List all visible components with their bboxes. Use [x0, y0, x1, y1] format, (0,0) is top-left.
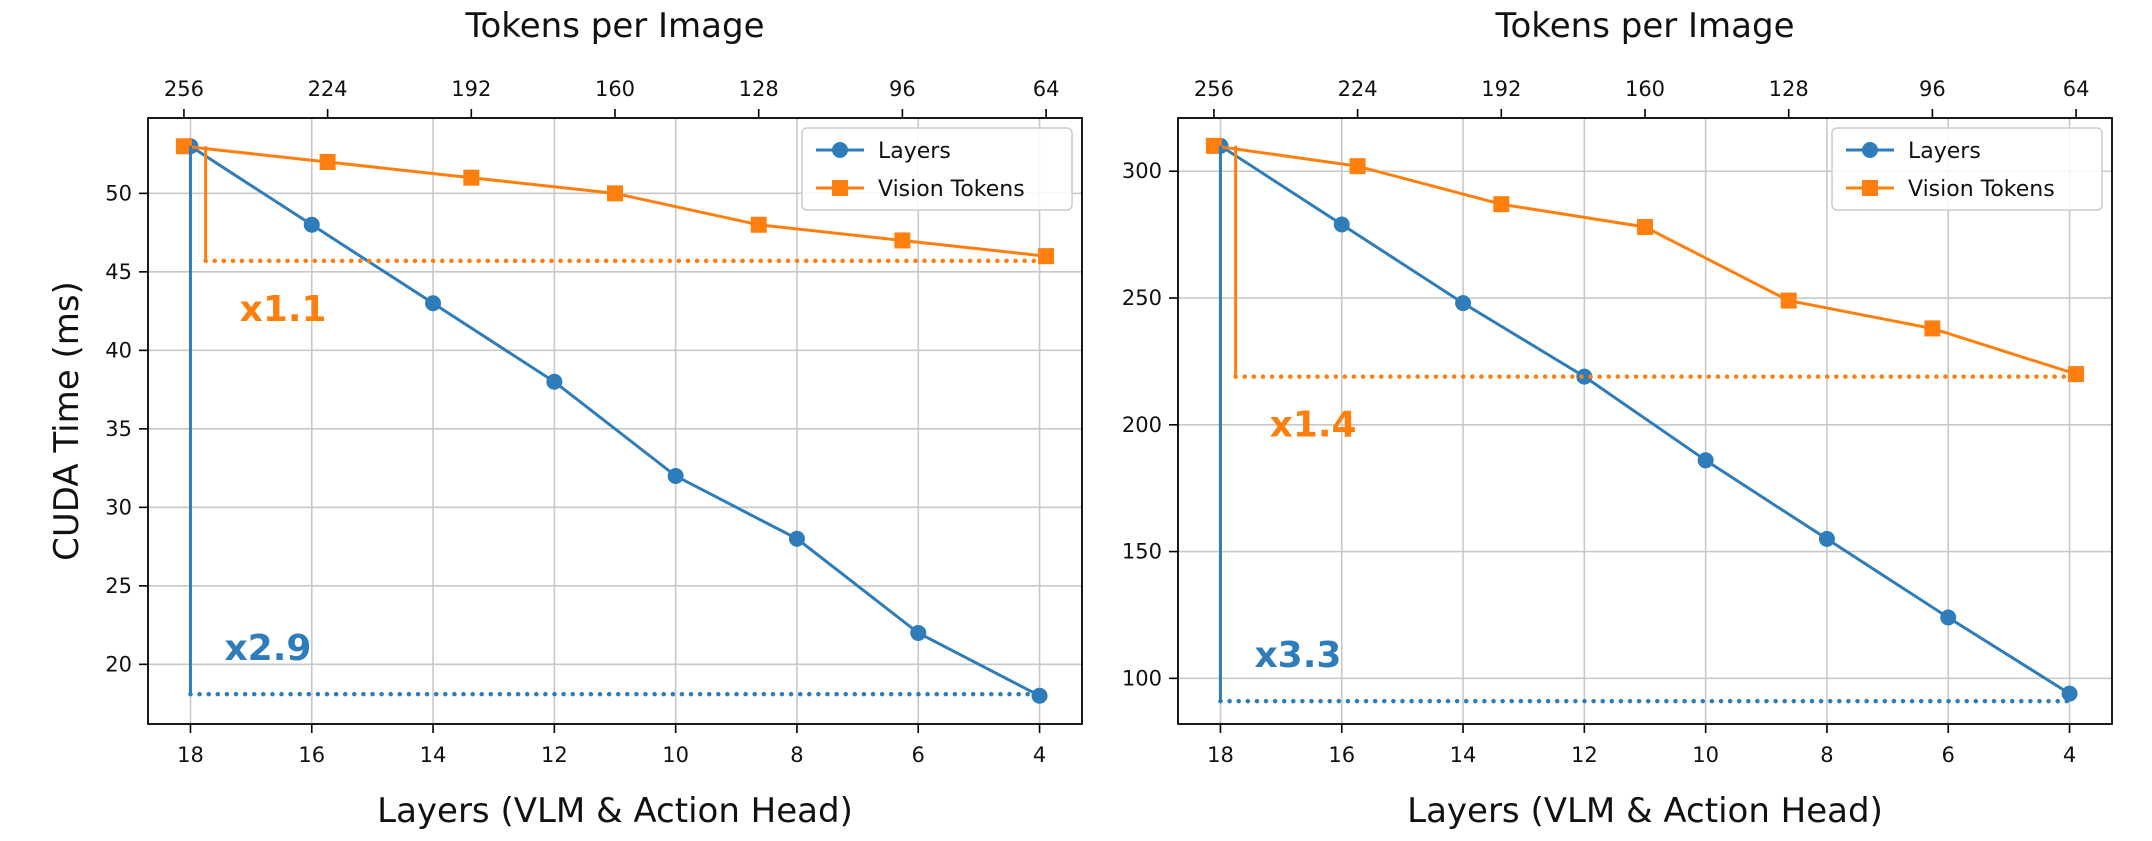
- legend-marker: [1862, 180, 1878, 196]
- top-tick-label: 256: [1194, 77, 1234, 101]
- legend-label: Layers: [1908, 139, 1981, 164]
- x-tick-label: 14: [1450, 743, 1477, 767]
- data-point-layers: [303, 216, 320, 233]
- y-tick-label: 100: [1122, 666, 1162, 690]
- x-tick-label: 4: [1033, 743, 1046, 767]
- top-tick-label: 128: [1769, 77, 1809, 101]
- legend-marker: [832, 180, 848, 196]
- legend-label: Vision Tokens: [878, 177, 1025, 202]
- y-axis-label: CUDA Time (ms): [47, 281, 87, 561]
- top-tick-label: 224: [308, 77, 348, 101]
- speedup-label: x1.4: [1270, 405, 1357, 446]
- data-point-layers: [1576, 368, 1593, 385]
- top-tick-label: 160: [595, 77, 635, 101]
- data-point-vision-tokens: [1493, 196, 1510, 213]
- top-tick-label: 192: [451, 77, 491, 101]
- data-point-vision-tokens: [894, 232, 911, 249]
- top-tick-label: 64: [1033, 77, 1060, 101]
- top-tick-label: 192: [1481, 77, 1521, 101]
- x-tick-label: 6: [912, 743, 925, 767]
- speedup-label: x1.1: [240, 289, 327, 330]
- y-tick-label: 300: [1122, 159, 1162, 183]
- data-point-layers: [1333, 216, 1350, 233]
- data-point-vision-tokens: [2068, 366, 2085, 383]
- data-point-layers: [1818, 530, 1835, 547]
- data-point-layers: [1455, 295, 1472, 312]
- x-tick-label: 16: [1328, 743, 1355, 767]
- data-point-vision-tokens: [1205, 137, 1222, 154]
- legend: Layers Vision Tokens: [801, 127, 1073, 211]
- y-tick-label: 20: [105, 652, 132, 676]
- x-tick-label: 18: [177, 743, 204, 767]
- data-point-layers: [546, 373, 563, 390]
- legend-marker: [1862, 142, 1878, 158]
- top-tick-label: 224: [1338, 77, 1378, 101]
- x-tick-label: 8: [790, 743, 803, 767]
- x-tick-label: 16: [298, 743, 325, 767]
- top-tick-label: 96: [1919, 77, 1946, 101]
- legend-label: Layers: [878, 139, 951, 164]
- top-tick-label: 64: [2063, 77, 2090, 101]
- data-point-layers: [2061, 685, 2078, 702]
- legend: Layers Vision Tokens: [1831, 127, 2103, 211]
- data-point-vision-tokens: [1637, 219, 1653, 236]
- data-point-vision-tokens: [1780, 292, 1797, 309]
- x-tick-label: 10: [662, 743, 689, 767]
- data-point-vision-tokens: [1924, 320, 1941, 337]
- data-point-vision-tokens: [1038, 248, 1055, 265]
- legend-label: Vision Tokens: [1908, 177, 2055, 202]
- x-tick-label: 18: [1207, 743, 1234, 767]
- speedup-label: x3.3: [1254, 635, 1341, 676]
- data-point-vision-tokens: [607, 185, 623, 202]
- speedup-label: x2.9: [224, 628, 311, 669]
- data-point-vision-tokens: [750, 216, 767, 233]
- data-point-vision-tokens: [175, 138, 192, 155]
- y-tick-label: 30: [105, 495, 132, 519]
- data-point-layers: [1031, 687, 1048, 704]
- data-point-layers: [425, 295, 442, 312]
- chart-title: Tokens per Image: [464, 6, 764, 46]
- x-tick-label: 12: [541, 743, 568, 767]
- data-point-vision-tokens: [1349, 158, 1366, 175]
- y-tick-label: 25: [105, 574, 132, 598]
- x-tick-label: 4: [2063, 743, 2076, 767]
- legend-box: [1831, 127, 2103, 211]
- x-tick-label: 10: [1692, 743, 1719, 767]
- y-tick-label: 200: [1122, 413, 1162, 437]
- series-line-layers: [189, 145, 1041, 698]
- chart-title: Tokens per Image: [1494, 6, 1794, 46]
- y-tick-label: 40: [105, 338, 132, 362]
- x-tick-label: 8: [1820, 743, 1833, 767]
- data-point-layers: [1940, 609, 1957, 626]
- data-point-layers: [667, 467, 684, 484]
- y-tick-label: 150: [1122, 540, 1162, 564]
- x-tick-label: 14: [420, 743, 447, 767]
- top-tick-label: 128: [739, 77, 779, 101]
- legend-marker: [832, 142, 848, 158]
- top-tick-label: 256: [164, 77, 204, 101]
- x-tick-label: 6: [1942, 743, 1955, 767]
- legend-box: [801, 127, 1073, 211]
- data-point-vision-tokens: [463, 169, 480, 186]
- x-axis-label: Layers (VLM & Action Head): [1407, 791, 1883, 831]
- y-tick-label: 45: [105, 260, 132, 284]
- y-tick-label: 250: [1122, 286, 1162, 310]
- data-point-vision-tokens: [319, 153, 336, 170]
- series-line-layers: [1219, 144, 2071, 695]
- data-point-layers: [788, 530, 805, 547]
- y-tick-label: 35: [105, 417, 132, 441]
- x-axis-label: Layers (VLM & Action Head): [377, 791, 853, 831]
- data-point-layers: [1697, 452, 1714, 469]
- top-tick-label: 160: [1625, 77, 1665, 101]
- top-tick-label: 96: [889, 77, 916, 101]
- data-point-layers: [910, 624, 927, 641]
- x-tick-label: 12: [1571, 743, 1598, 767]
- y-tick-label: 50: [105, 181, 132, 205]
